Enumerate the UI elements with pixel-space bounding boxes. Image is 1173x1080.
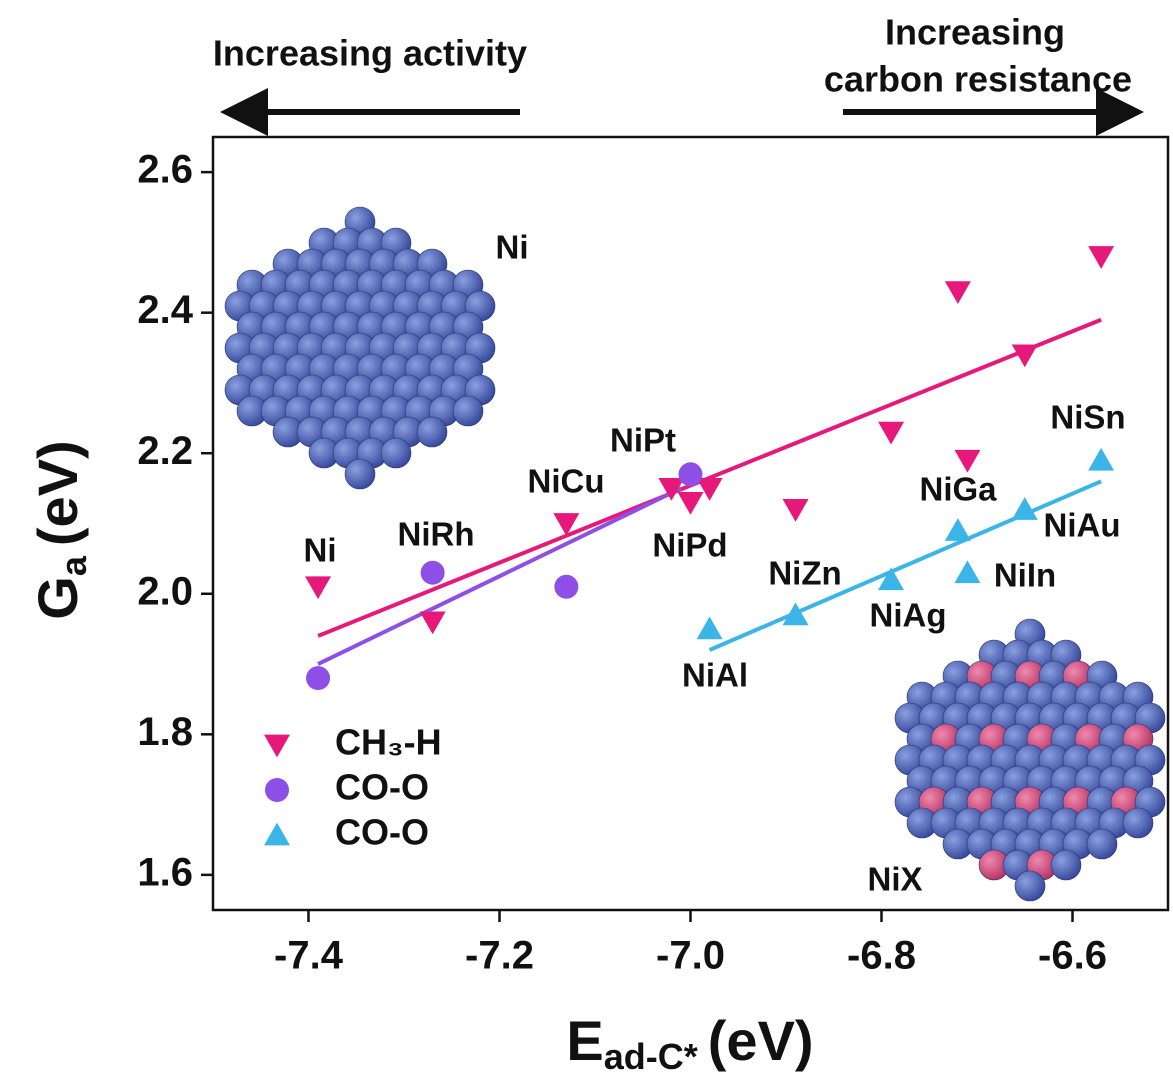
y-tick-label: 2.6 bbox=[137, 148, 193, 192]
x-tick-label: -7.4 bbox=[274, 934, 344, 978]
fit-line bbox=[318, 488, 681, 664]
arrow-left-label: Increasing activity bbox=[213, 33, 527, 74]
legend-label: CH₃-H bbox=[335, 722, 442, 763]
annotation: NiZn bbox=[768, 555, 841, 592]
point bbox=[420, 611, 446, 634]
y-tick-label: 1.8 bbox=[137, 710, 193, 754]
point bbox=[1088, 246, 1114, 269]
annotation: NiAg bbox=[870, 597, 947, 634]
annotation: NiPt bbox=[610, 422, 676, 459]
point bbox=[878, 567, 904, 590]
point bbox=[678, 492, 704, 515]
cluster-atom bbox=[453, 396, 483, 426]
point bbox=[954, 450, 980, 473]
annotation: NiSn bbox=[1050, 399, 1125, 436]
legend-marker bbox=[265, 778, 289, 802]
y-tick-label: 2.4 bbox=[137, 288, 193, 332]
x-tick-label: -7.2 bbox=[465, 934, 534, 978]
point bbox=[945, 281, 971, 304]
point bbox=[954, 560, 980, 583]
x-tick-label: -6.8 bbox=[847, 934, 916, 978]
x-axis-title-main: E bbox=[566, 1009, 603, 1072]
point bbox=[783, 603, 809, 626]
x-axis-title-unit: (eV) bbox=[708, 1009, 814, 1072]
point bbox=[305, 576, 331, 599]
point bbox=[783, 499, 809, 522]
point bbox=[554, 575, 578, 599]
annotation: NiAl bbox=[682, 657, 748, 694]
chart: Increasing activity Increasing carbon re… bbox=[0, 0, 1173, 1075]
legend-label: CO-O bbox=[335, 812, 429, 853]
annotation: NiRh bbox=[398, 516, 475, 553]
y-tick-label: 1.6 bbox=[137, 850, 193, 894]
y-axis-title: Ga (eV) bbox=[26, 440, 94, 619]
y-axis-title-main: G bbox=[26, 576, 89, 620]
cluster-atom bbox=[1015, 871, 1045, 901]
x-axis-title-sub: ad-C* bbox=[604, 1036, 698, 1075]
point bbox=[306, 666, 330, 690]
y-tick-label: 2.2 bbox=[137, 429, 193, 473]
point bbox=[1088, 448, 1114, 471]
annotation: Ni bbox=[496, 229, 529, 266]
cluster-atom bbox=[417, 417, 447, 447]
point bbox=[421, 561, 445, 585]
cluster-atom bbox=[345, 459, 375, 489]
cluster-atom bbox=[1123, 808, 1153, 838]
x-axis-title: Ead-C* (eV) bbox=[566, 1009, 813, 1075]
y-tick-label: 2.0 bbox=[137, 569, 193, 613]
annotation: NiGa bbox=[919, 471, 997, 508]
legend-marker bbox=[264, 823, 290, 846]
x-tick-label: -6.6 bbox=[1038, 934, 1107, 978]
cluster-atom bbox=[381, 438, 411, 468]
annotation: Ni bbox=[304, 532, 337, 569]
point bbox=[697, 478, 723, 501]
point bbox=[679, 462, 703, 486]
annotation: NiPd bbox=[652, 527, 727, 564]
legend-marker bbox=[264, 735, 290, 758]
point bbox=[697, 617, 723, 640]
x-tick-label: -7.0 bbox=[656, 934, 725, 978]
arrow-right-label: carbon resistance bbox=[824, 59, 1132, 100]
annotation: NiX bbox=[867, 861, 922, 898]
y-axis-title-unit: (eV) bbox=[26, 440, 89, 546]
point bbox=[878, 422, 904, 445]
legend-label: CO-O bbox=[335, 767, 429, 808]
annotation: NiIn bbox=[994, 557, 1056, 594]
annotation: NiCu bbox=[528, 463, 605, 500]
y-axis-title-sub: a bbox=[53, 555, 94, 576]
point bbox=[945, 518, 971, 541]
annotation: NiAu bbox=[1044, 507, 1121, 544]
cluster-atom bbox=[1087, 829, 1117, 859]
arrow-right-label: Increasing bbox=[885, 12, 1065, 53]
cluster-atom bbox=[1051, 850, 1081, 880]
